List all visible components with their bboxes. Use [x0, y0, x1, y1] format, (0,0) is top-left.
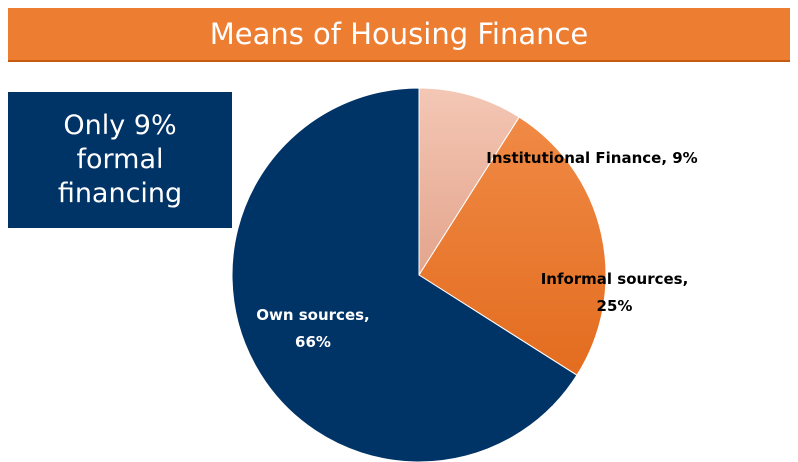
pie-slice [418, 116, 607, 376]
data-label: Own sources, 66% [256, 306, 370, 351]
title-banner: Means of Housing Finance [8, 8, 790, 62]
pie-slice [418, 87, 520, 277]
data-label: Informal sources, 25% [540, 270, 689, 315]
callout-box: Only 9% formal financing [8, 92, 232, 228]
pie-slice [231, 87, 578, 462]
data-label: Institutional Finance, 9% [486, 149, 698, 167]
